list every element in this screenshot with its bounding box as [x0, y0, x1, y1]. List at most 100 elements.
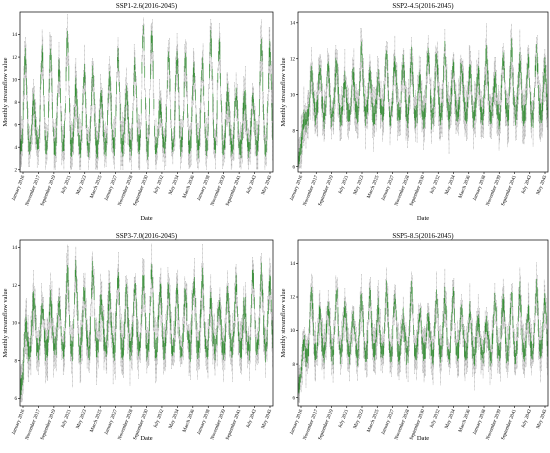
- monthly-box: [69, 314, 70, 327]
- monthly-box: [486, 315, 487, 332]
- monthly-box: [475, 337, 476, 355]
- monthly-box: [372, 333, 373, 350]
- monthly-box: [354, 98, 356, 113]
- monthly-box: [146, 344, 148, 361]
- y-tick-label: 14: [290, 262, 296, 267]
- monthly-box: [221, 341, 223, 353]
- monthly-box: [400, 107, 401, 120]
- monthly-box: [187, 104, 188, 118]
- monthly-box: [336, 288, 338, 299]
- plot-frame: [297, 239, 549, 407]
- monthly-box: [232, 336, 233, 356]
- monthly-box: [307, 343, 309, 357]
- monthly-box: [534, 65, 536, 77]
- monthly-box: [151, 30, 153, 44]
- monthly-box: [483, 95, 485, 115]
- monthly-box: [72, 137, 73, 152]
- monthly-box: [121, 138, 122, 152]
- monthly-box: [380, 98, 382, 115]
- x-tick-label: July 2043: [521, 408, 533, 428]
- monthly-box: [436, 299, 438, 308]
- monthly-box: [422, 110, 423, 120]
- monthly-box: [59, 69, 61, 82]
- monthly-box: [477, 316, 478, 331]
- monthly-box: [376, 87, 378, 105]
- monthly-box: [35, 318, 37, 331]
- monthly-box: [303, 109, 305, 129]
- monthly-box: [67, 265, 68, 283]
- monthly-box: [435, 54, 437, 68]
- monthly-box: [256, 140, 258, 155]
- monthly-box: [479, 338, 481, 347]
- monthly-box: [98, 132, 99, 145]
- monthly-box: [34, 298, 35, 309]
- monthly-box: [48, 311, 50, 323]
- monthly-box: [347, 102, 348, 121]
- monthly-box: [501, 307, 503, 325]
- monthly-box: [481, 344, 482, 356]
- monthly-box: [389, 340, 390, 353]
- monthly-box: [178, 73, 179, 93]
- monthly-box: [98, 339, 99, 353]
- monthly-box: [373, 112, 375, 125]
- monthly-box: [266, 140, 267, 153]
- monthly-box: [382, 345, 384, 355]
- monthly-box: [95, 329, 96, 341]
- monthly-box: [491, 352, 492, 364]
- monthly-box: [489, 339, 490, 351]
- x-tick-label: January 2016: [290, 174, 305, 201]
- monthly-box: [40, 315, 42, 330]
- monthly-box: [251, 270, 253, 283]
- monthly-box: [156, 143, 158, 153]
- monthly-box: [341, 107, 342, 126]
- monthly-box: [149, 98, 150, 115]
- monthly-box: [355, 103, 357, 119]
- monthly-box: [140, 99, 142, 114]
- monthly-box: [521, 93, 523, 111]
- monthly-box: [415, 348, 417, 360]
- monthly-box: [442, 322, 444, 339]
- y-axis-label: Monthly streamflow value: [2, 57, 9, 126]
- monthly-box: [391, 346, 392, 362]
- monthly-box: [307, 109, 308, 122]
- monthly-box: [350, 106, 351, 115]
- monthly-box: [122, 340, 124, 358]
- monthly-box: [463, 84, 464, 103]
- x-tick-label: July 2043: [521, 174, 533, 194]
- monthly-box: [418, 313, 420, 323]
- monthly-box: [367, 97, 369, 114]
- monthly-box: [364, 347, 366, 359]
- monthly-box: [546, 329, 548, 346]
- x-tick-label: September 2041: [501, 174, 518, 207]
- monthly-box: [466, 346, 468, 358]
- monthly-box: [354, 82, 355, 101]
- x-tick-label: November 2039: [210, 174, 227, 206]
- monthly-box: [228, 91, 229, 107]
- monthly-box: [436, 289, 437, 305]
- monthly-box: [366, 100, 368, 113]
- monthly-box: [419, 75, 421, 88]
- monthly-box: [357, 349, 358, 367]
- monthly-box: [525, 90, 527, 105]
- monthly-box: [401, 323, 403, 335]
- monthly-box: [171, 345, 173, 357]
- monthly-box: [474, 348, 476, 367]
- monthly-box: [22, 372, 23, 386]
- monthly-box: [173, 339, 175, 353]
- monthly-box: [210, 292, 212, 309]
- monthly-box: [373, 106, 374, 126]
- monthly-box: [339, 102, 340, 115]
- x-axis-label: Date: [140, 215, 152, 222]
- monthly-box: [222, 338, 224, 355]
- monthly-box: [262, 289, 264, 302]
- monthly-box: [104, 337, 106, 352]
- monthly-box: [403, 323, 405, 332]
- monthly-box: [64, 120, 65, 139]
- monthly-box: [352, 69, 353, 80]
- monthly-box: [248, 336, 250, 352]
- monthly-box: [542, 322, 544, 338]
- monthly-box: [57, 315, 58, 328]
- monthly-box: [49, 54, 51, 74]
- monthly-box: [29, 346, 30, 360]
- monthly-box: [254, 297, 255, 309]
